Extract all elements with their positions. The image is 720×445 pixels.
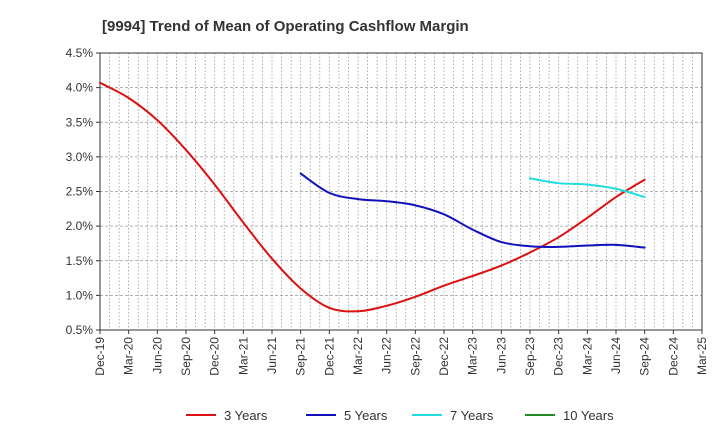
x-tick-label: Mar-20 — [122, 337, 136, 375]
y-tick-label: 1.0% — [66, 288, 94, 302]
series-lines — [99, 81, 646, 313]
x-tick-label: Jun-24 — [609, 337, 623, 374]
x-tick-label: Jun-21 — [265, 337, 279, 374]
series-line-5-years — [299, 172, 646, 249]
x-tick-label: Dec-20 — [208, 337, 222, 376]
y-tick-label: 3.0% — [66, 150, 94, 164]
chart-title: [9994] Trend of Mean of Operating Cashfl… — [102, 18, 469, 35]
x-tick-label: Sep-20 — [179, 337, 193, 376]
legend: 3 Years 5 Years 7 Years 10 Years — [186, 408, 614, 423]
plot-frame — [99, 52, 703, 331]
y-tick-label: 4.5% — [66, 46, 94, 60]
grid — [99, 52, 703, 331]
legend-label-7-years: 7 Years — [450, 408, 494, 423]
x-tick-label: Jun-23 — [494, 337, 508, 374]
y-tick-label: 0.5% — [66, 323, 94, 337]
x-tick-label: Mar-24 — [580, 337, 594, 375]
legend-label-3-years: 3 Years — [224, 408, 268, 423]
x-tick-label: Sep-23 — [523, 337, 537, 376]
y-tick-label: 2.0% — [66, 219, 94, 233]
y-tick-label: 1.5% — [66, 254, 94, 268]
x-tick-label: Sep-24 — [638, 337, 652, 376]
x-tick-label: Mar-22 — [351, 337, 365, 375]
y-tick-label: 3.5% — [66, 115, 94, 129]
legend-label-10-years: 10 Years — [563, 408, 614, 423]
y-tick-label: 2.5% — [66, 185, 94, 199]
x-tick-label: Mar-23 — [466, 337, 480, 375]
x-tick-label: Dec-24 — [666, 337, 680, 376]
series-line-7-years — [529, 177, 646, 199]
y-tick-label: 4.0% — [66, 81, 94, 95]
x-tick-label: Jun-20 — [150, 337, 164, 374]
x-tick-label: Dec-19 — [93, 337, 107, 376]
x-tick-label: Mar-21 — [236, 337, 250, 375]
x-tick-label: Sep-22 — [408, 337, 422, 376]
x-tick-label: Sep-21 — [294, 337, 308, 376]
x-tick-label: Dec-23 — [552, 337, 566, 376]
x-tick-label: Mar-25 — [695, 337, 709, 375]
series-line-3-years — [99, 81, 646, 313]
x-tick-label: Dec-22 — [437, 337, 451, 376]
x-tick-label: Dec-21 — [322, 337, 336, 376]
x-tick-label: Jun-22 — [380, 337, 394, 374]
axes: 0.5% 1.0% 1.5% 2.0% 2.5% 3.0% 3.5% 4.0% 4.5% Dec-… — [66, 46, 709, 376]
legend-label-5-years: 5 Years — [344, 408, 388, 423]
